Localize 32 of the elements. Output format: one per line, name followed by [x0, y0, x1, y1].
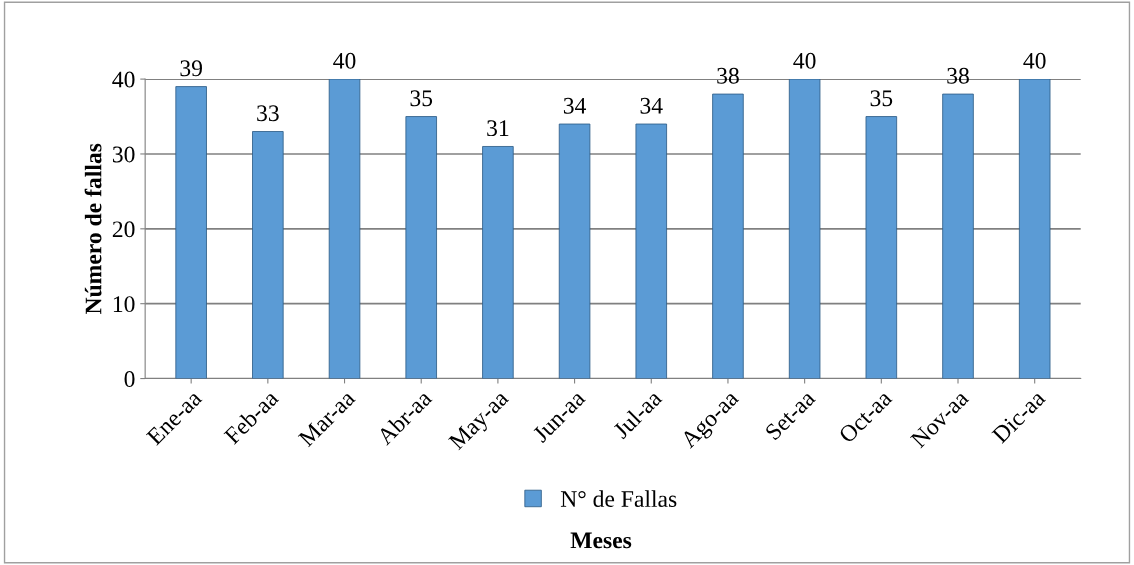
legend-label: N° de Fallas	[560, 490, 677, 507]
data-label: 38	[717, 67, 739, 84]
bar	[175, 86, 207, 379]
y-tick-label: 40	[112, 71, 135, 88]
data-label: 31	[487, 120, 509, 137]
y-tick-label: 0	[124, 371, 135, 387]
data-label: 34	[640, 97, 663, 114]
data-label: 40	[333, 52, 356, 69]
y-tick-label: 10	[113, 296, 135, 313]
data-label: 35	[870, 90, 893, 107]
bar	[482, 146, 514, 379]
bar	[942, 93, 974, 379]
data-label: 40	[793, 52, 816, 69]
bar	[712, 93, 744, 379]
bar	[405, 116, 437, 379]
data-label: 35	[410, 90, 433, 107]
bar	[1018, 79, 1051, 379]
data-label: 33	[257, 105, 279, 122]
bar	[252, 131, 284, 379]
data-label: 40	[1023, 52, 1046, 69]
bar	[788, 79, 821, 379]
data-label: 38	[947, 67, 969, 84]
y-axis-title: Número de fallas	[84, 143, 102, 315]
data-label: 39	[180, 60, 202, 77]
bar	[328, 79, 361, 379]
bar	[635, 123, 668, 379]
x-axis-title: Meses	[570, 532, 632, 549]
y-tick-label: 30	[112, 146, 135, 163]
data-label: 34	[563, 97, 587, 114]
bar	[865, 116, 898, 379]
bar	[558, 123, 591, 379]
y-tick-label: 20	[112, 221, 135, 238]
